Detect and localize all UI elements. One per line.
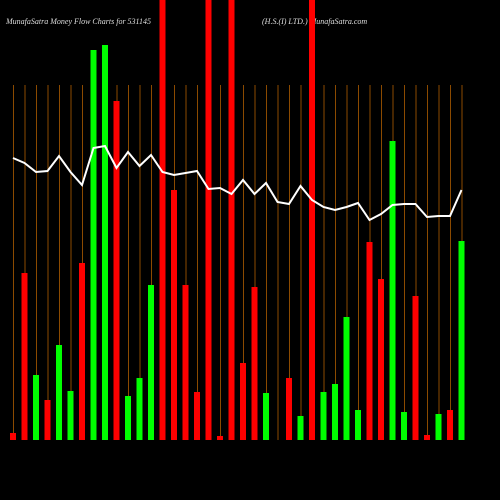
bar: [320, 392, 327, 440]
bar: [159, 0, 166, 440]
bar: [424, 435, 430, 440]
bar: [113, 101, 120, 440]
bar: [378, 279, 384, 440]
bar: [412, 296, 419, 440]
bar: [67, 391, 74, 440]
bar: [148, 285, 154, 440]
bar: [56, 345, 62, 440]
bar: [389, 141, 396, 440]
bar: [44, 400, 51, 440]
bar: [447, 410, 453, 440]
bar: [21, 273, 28, 440]
bar: [240, 363, 246, 440]
bar: [286, 378, 292, 440]
bar: [401, 412, 407, 440]
bar: [90, 50, 97, 440]
bar: [182, 285, 189, 440]
bar: [435, 414, 442, 440]
bar: [251, 287, 258, 440]
bar: [332, 384, 338, 440]
bar: [343, 317, 350, 440]
bar: [366, 242, 373, 440]
bar: [102, 45, 108, 440]
bar: [125, 396, 131, 440]
money-flow-line: [12, 144, 463, 222]
bar: [10, 433, 16, 440]
bar: [194, 392, 200, 440]
bar: [263, 393, 269, 440]
bar: [355, 410, 361, 440]
bar: [33, 375, 39, 440]
bar: [458, 241, 465, 440]
bar: [205, 0, 212, 440]
bar: [171, 190, 177, 440]
bar: [217, 436, 223, 440]
bar: [297, 416, 304, 440]
bar: [79, 263, 85, 440]
bar: [228, 0, 235, 440]
bar: [136, 378, 143, 440]
bar: [309, 0, 315, 440]
chart-title: MunafaSatra Money Flow Charts for 531145: [5, 17, 151, 26]
